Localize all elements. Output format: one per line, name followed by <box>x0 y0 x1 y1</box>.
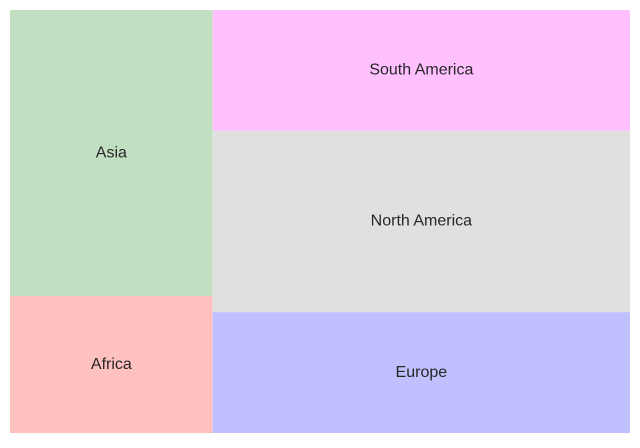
treemap-label-europe: Europe <box>396 364 448 381</box>
treemap-cell-europe <box>212 312 630 433</box>
treemap-cell-africa <box>10 296 213 433</box>
treemap-cell-south-america <box>212 10 630 131</box>
treemap-label-asia: Asia <box>96 144 127 161</box>
treemap-cell-asia <box>10 10 213 297</box>
treemap-label-south-america: South America <box>369 62 473 79</box>
treemap-label-north-america: North America <box>371 213 472 230</box>
treemap-cell-north-america <box>212 130 630 313</box>
treemap-label-africa: Africa <box>91 356 132 373</box>
